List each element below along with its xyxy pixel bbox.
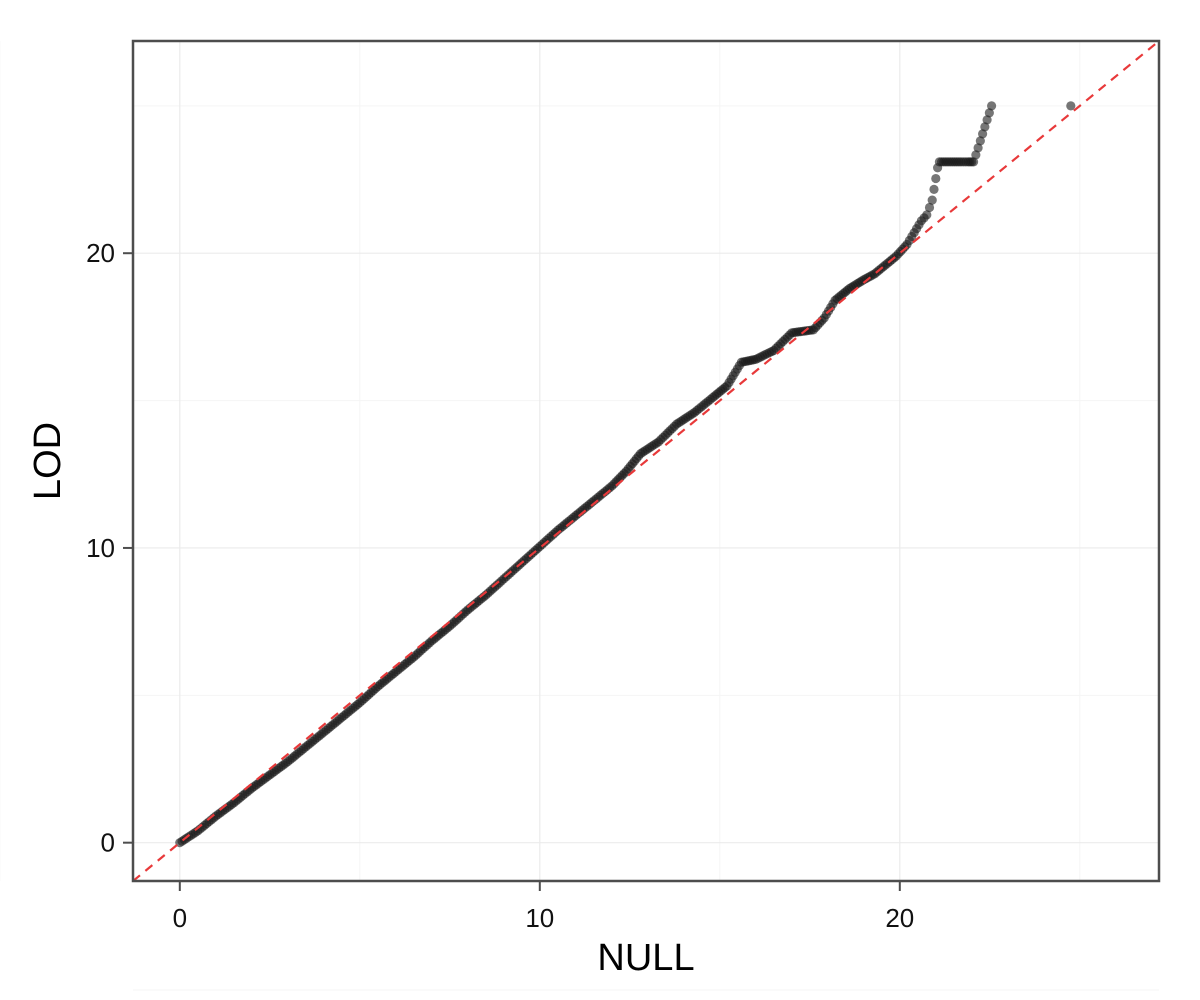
data-point — [978, 129, 988, 139]
data-point — [973, 143, 983, 153]
data-point — [971, 150, 981, 160]
x-tick-label: 10 — [525, 903, 554, 933]
data-point — [969, 157, 979, 167]
identity-reference-line — [133, 41, 1159, 881]
data-point — [931, 173, 941, 184]
data-point — [987, 101, 997, 111]
data-point — [980, 122, 990, 132]
plot-area — [133, 41, 1159, 881]
data-point — [984, 108, 994, 118]
y-tick-label: 10 — [86, 533, 115, 563]
major-gridlines — [133, 41, 1159, 881]
data-point — [929, 184, 939, 194]
scatter-points — [175, 101, 1076, 848]
data-point — [922, 210, 932, 220]
plot-panel-border — [131, 39, 1161, 883]
y-tick-label: 20 — [86, 238, 115, 268]
y-tick-label: 0 — [101, 828, 115, 858]
data-point — [924, 202, 935, 213]
data-point — [975, 136, 985, 146]
y-axis-title: LOD — [27, 422, 69, 500]
axis-ticks: 0 10 20 0 10 20 — [86, 238, 914, 933]
data-point — [1066, 101, 1076, 111]
x-tick-label: 20 — [885, 903, 914, 933]
data-point — [927, 195, 937, 205]
x-tick-label: 0 — [173, 903, 187, 933]
data-point — [982, 115, 992, 125]
x-axis-title: NULL — [597, 937, 694, 979]
